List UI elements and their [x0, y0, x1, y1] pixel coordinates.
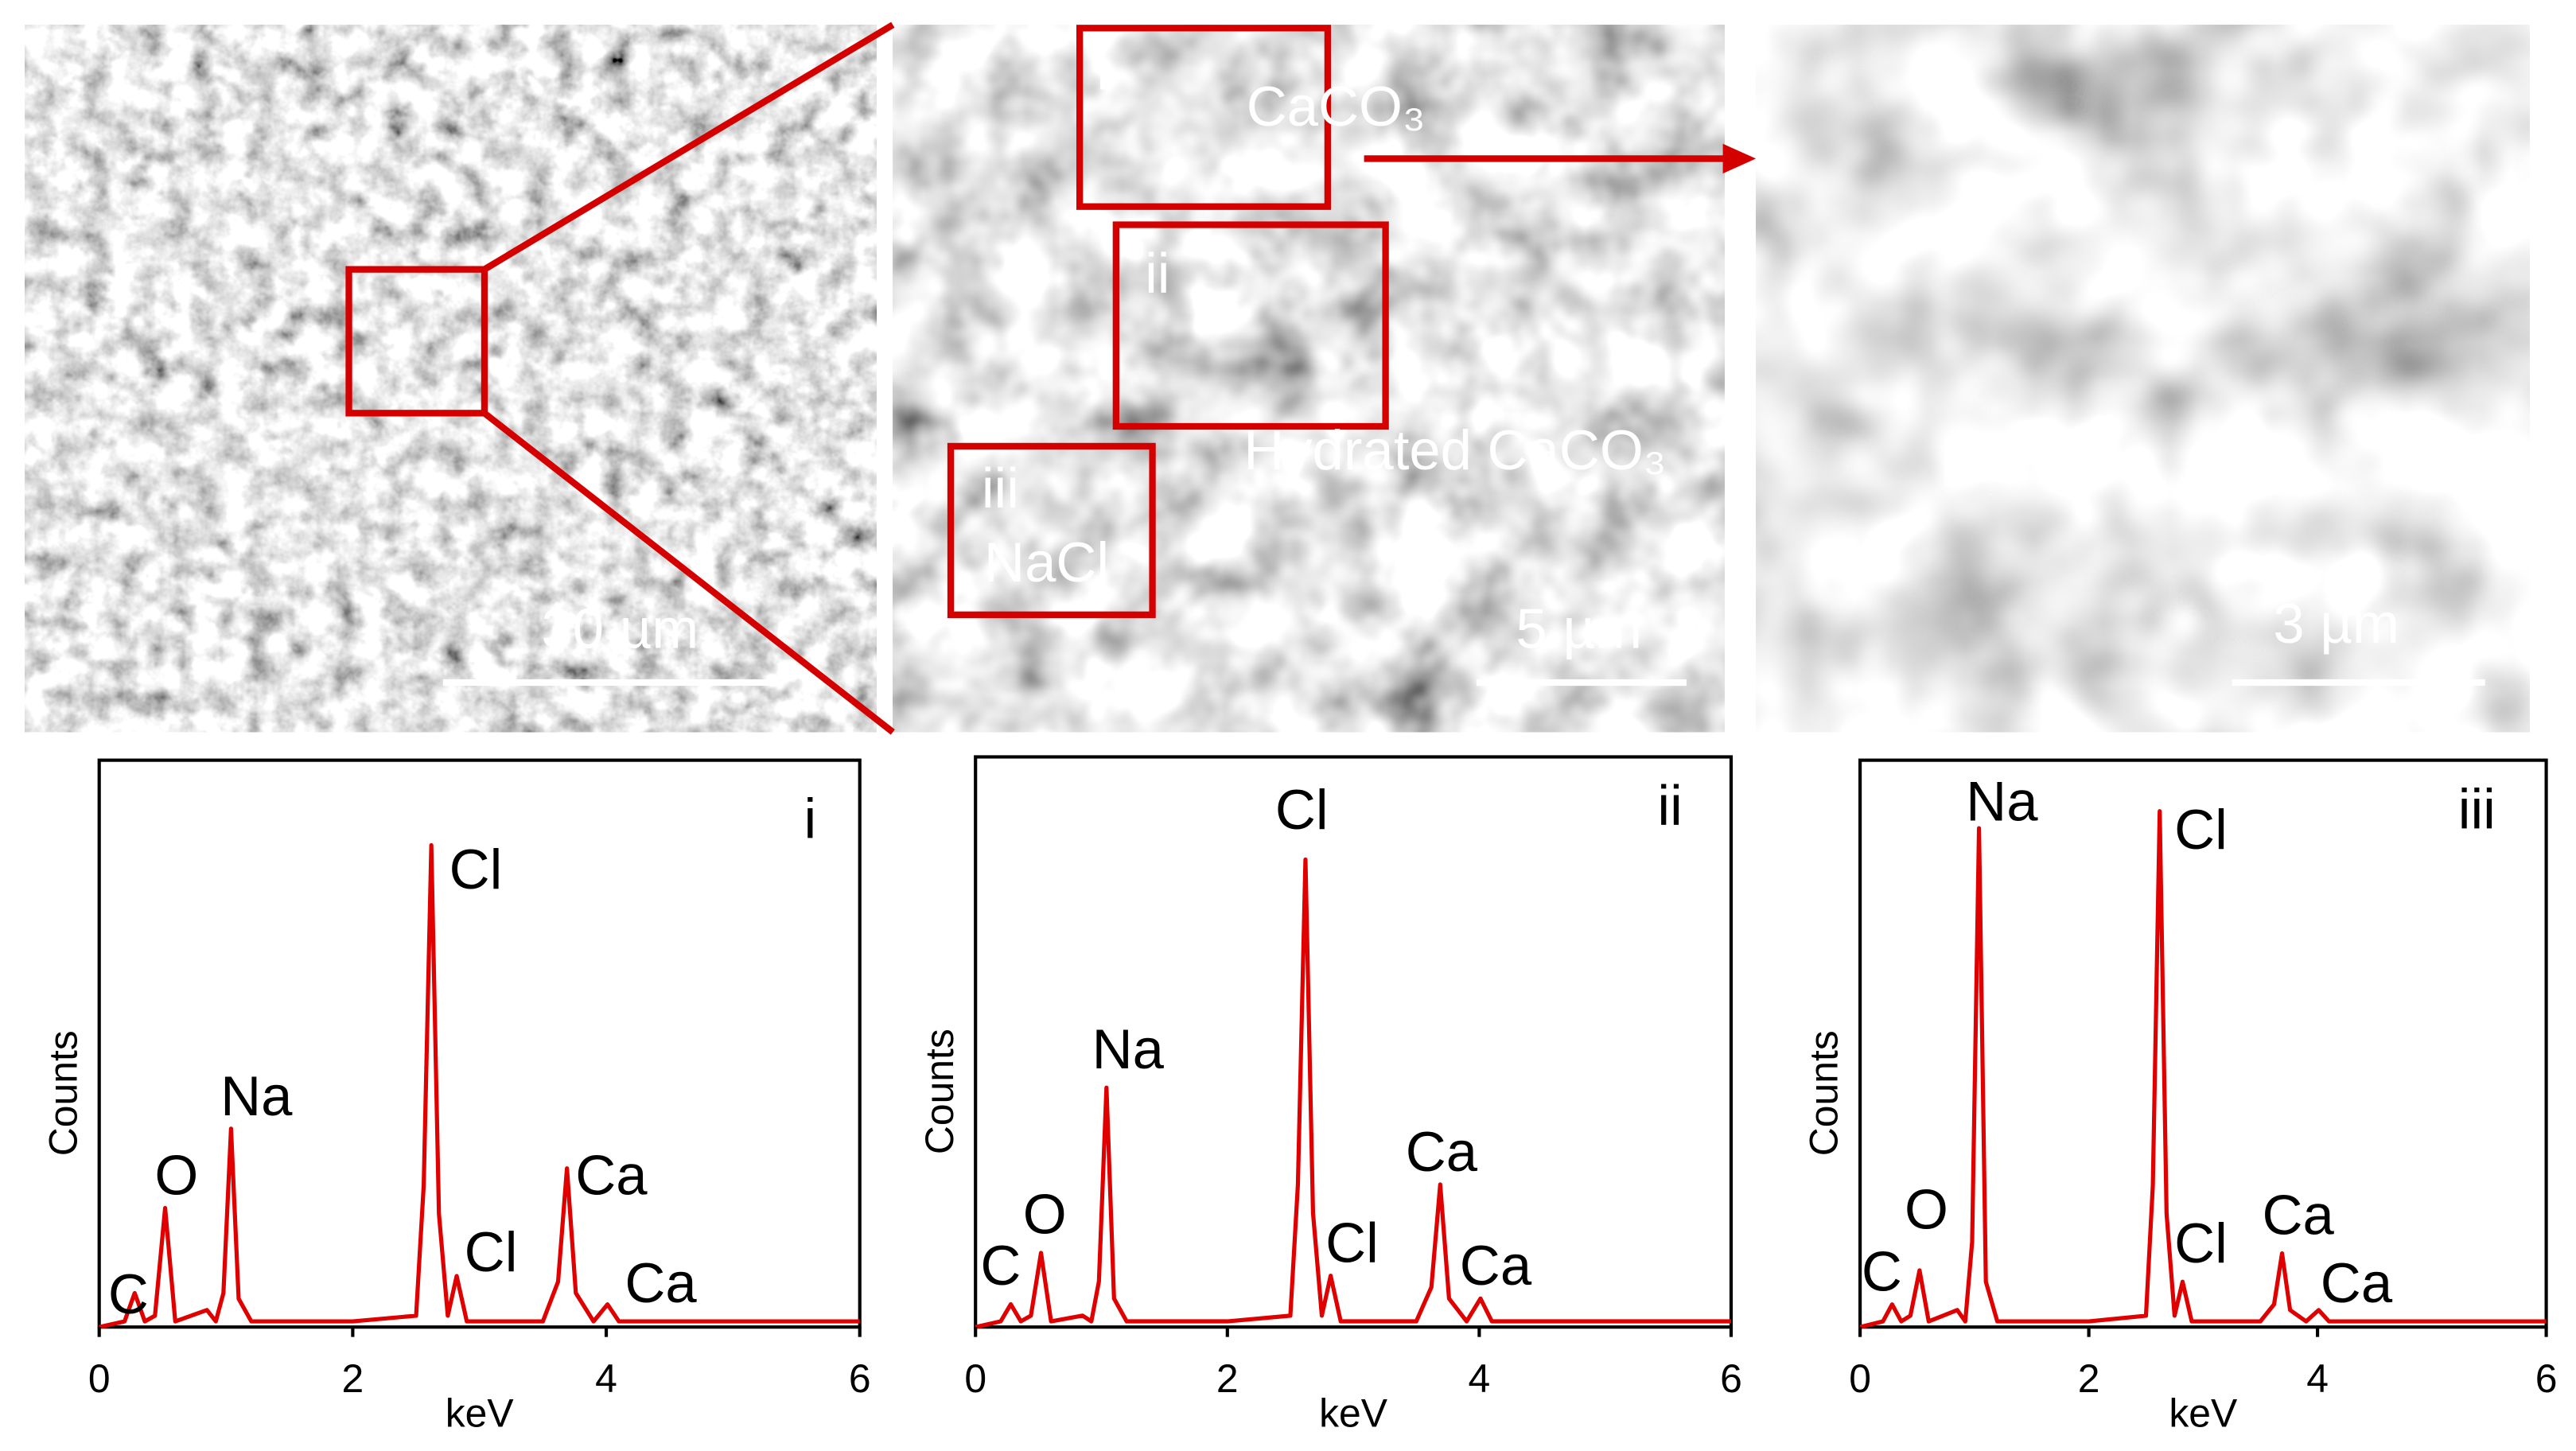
peak-label: Ca [2321, 1251, 2393, 1314]
x-axis-label: keV [1319, 1391, 1388, 1436]
plot-frame [97, 758, 862, 1329]
x-tick-label: 2 [342, 1356, 364, 1401]
peak-label: O [1023, 1183, 1067, 1246]
plot-frame [1858, 758, 2548, 1329]
spectrum-line [1859, 809, 2547, 1329]
peak-label: Ca [2262, 1183, 2334, 1246]
scale-label: 5 µm [1516, 597, 1642, 659]
region-box [1112, 221, 1389, 430]
spectrum-line [99, 842, 860, 1329]
peak-label: Na [220, 1064, 293, 1127]
y-axis-label: Counts [917, 1029, 962, 1154]
phase-label: NaCl [984, 531, 1109, 593]
scale-label: 30 µm [541, 597, 698, 659]
sem-image [1756, 25, 2530, 733]
sem-image [25, 25, 877, 733]
zoom-line [482, 21, 895, 273]
zoom-boxes [345, 21, 1728, 735]
peak-label: Na [1092, 1017, 1165, 1080]
x-tick-label: 2 [1216, 1356, 1239, 1401]
peak-label: Cl [465, 1220, 518, 1283]
region-box [947, 442, 1156, 618]
x-tick-label: 6 [1720, 1356, 1742, 1401]
peak-label: Ca [1406, 1120, 1478, 1183]
x-axis-label: keV [446, 1391, 515, 1436]
scale-label: 3 µm [2273, 592, 2399, 655]
x-tick-label: 2 [2078, 1356, 2100, 1401]
peak-label: Cl [1275, 778, 1329, 841]
y-axis-label: Counts [41, 1030, 85, 1156]
peak-label: Cl [2174, 1212, 2228, 1274]
x-tick-label: 0 [964, 1356, 986, 1401]
spectrum-line [975, 857, 1731, 1329]
region-label: ii [1145, 242, 1169, 305]
zoom-line [482, 410, 895, 735]
peak-label: Ca [575, 1144, 648, 1207]
panel-label: i [804, 787, 817, 850]
x-tick-label: 4 [2306, 1356, 2329, 1401]
panel-label: iii [2458, 777, 2496, 840]
region-box [1076, 25, 1332, 210]
x-tick-label: 6 [2535, 1356, 2558, 1401]
peak-label: O [154, 1144, 198, 1207]
peak-label: Ca [625, 1251, 697, 1314]
peak-label: Cl [449, 838, 503, 901]
x-tick-label: 0 [88, 1356, 111, 1401]
panel-label: ii [1657, 774, 1682, 837]
region-label: i [1096, 38, 1109, 101]
arrow-head [1722, 143, 1757, 174]
peak-label: Cl [1325, 1212, 1379, 1274]
x-tick-label: 6 [849, 1356, 871, 1401]
region-box [345, 266, 488, 417]
x-tick-label: 4 [595, 1356, 617, 1401]
peak-label: Na [1966, 769, 2038, 832]
peak-label: C [108, 1262, 149, 1325]
x-tick-label: 4 [1469, 1356, 1491, 1401]
y-axis-label: Counts [1802, 1030, 1846, 1156]
x-tick-label: 0 [1849, 1356, 1871, 1401]
peak-label: Ca [1460, 1234, 1532, 1297]
x-axis-label: keV [2169, 1391, 2238, 1436]
phase-label: Hydrated CaCO₃ [1243, 418, 1666, 481]
peak-label: O [1905, 1177, 1948, 1240]
phase-label: CaCO₃ [1247, 75, 1426, 138]
region-label: iii [982, 457, 1019, 519]
peak-label: C [980, 1234, 1021, 1297]
peak-label: C [1862, 1240, 1902, 1303]
peak-label: Cl [2174, 798, 2228, 861]
sem-images: 30 µm 5 µm 3 µm i ii iii CaCO₃ Hydrated … [25, 21, 2530, 735]
plot-frame [974, 755, 1734, 1329]
